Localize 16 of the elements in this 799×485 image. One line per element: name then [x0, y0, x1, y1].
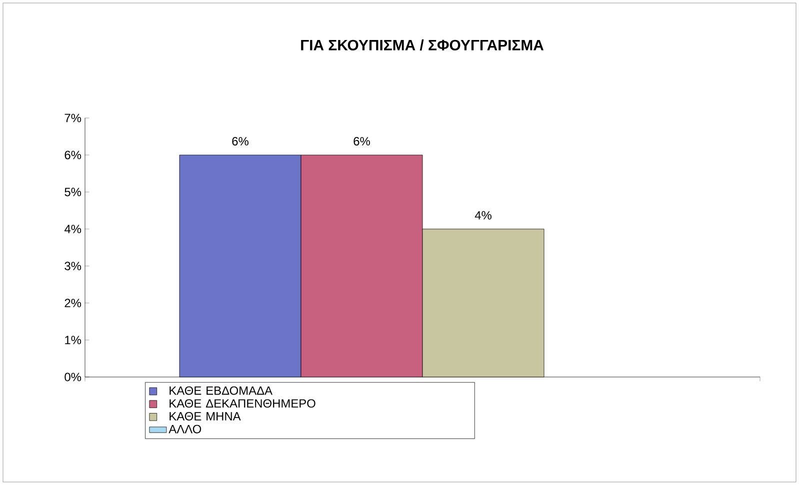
data-label: 4%	[474, 211, 492, 220]
legend-label: ΚΑΘΕ ΔΕΚΑΠΕΝΘΗΜΕΡΟ	[170, 399, 316, 408]
legend-label: ΚΑΘΕ ΕΒΔΟΜΑΔΑ	[170, 386, 272, 395]
y-tick-label: 7%	[64, 114, 82, 122]
y-tick-label: 2%	[64, 298, 82, 308]
data-label: 6%	[354, 137, 370, 146]
chart-title: ΓΙΑ ΣΚΟΥΠΙΣΜΑ / ΣΦΟΥΓΓΑΡΙΣΜΑ	[301, 39, 544, 51]
y-tick-label: 3%	[64, 262, 82, 270]
y-tick-label: 4%	[64, 224, 82, 234]
data-label: 6%	[232, 137, 248, 146]
legend-label: ΑΛΛΟ	[168, 424, 202, 434]
legend-label: ΚΑΘΕ ΜΗΝΑ	[170, 412, 241, 420]
y-tick-label: 0%	[64, 372, 82, 382]
y-tick-label: 5%	[64, 188, 82, 196]
y-tick-label: 1%	[65, 336, 82, 344]
y-tick-label: 6%	[64, 150, 82, 160]
